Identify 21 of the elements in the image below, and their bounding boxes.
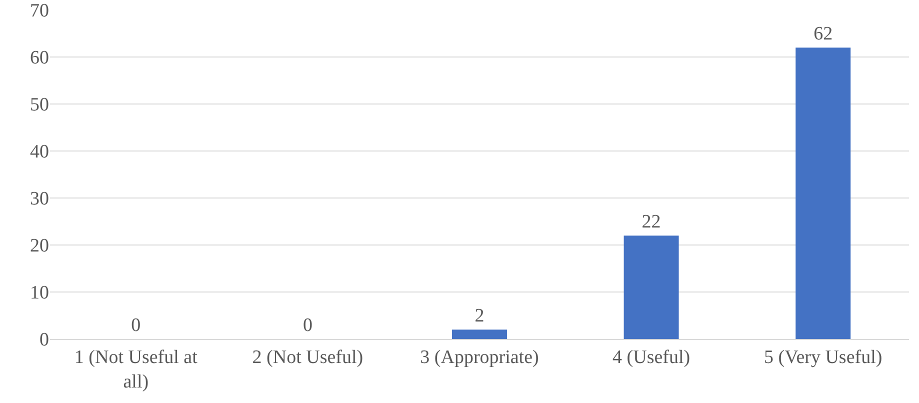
bar: [796, 48, 851, 339]
x-tick-label: 1 (Not Useful at all): [74, 346, 198, 392]
bar: [624, 236, 679, 339]
data-label: 2: [474, 306, 484, 327]
y-tick-label: 60: [30, 48, 49, 69]
data-label: 22: [642, 212, 661, 233]
x-tick-label: 5 (Very Useful): [764, 346, 882, 368]
data-label: 0: [131, 315, 141, 336]
x-tick-label: 2 (Not Useful): [252, 346, 364, 368]
y-tick-label: 20: [30, 236, 49, 257]
y-tick-label: 50: [30, 94, 49, 116]
data-label: 0: [302, 315, 312, 336]
bar: [452, 330, 507, 339]
y-tick-label: 30: [30, 188, 49, 210]
x-tick-label: 4 (Useful): [612, 346, 690, 368]
data-label: 62: [814, 24, 833, 45]
x-tick-label: 3 (Appropriate): [420, 346, 539, 368]
y-tick-label: 0: [40, 330, 49, 351]
y-tick-label: 70: [30, 0, 49, 22]
y-tick-label: 40: [30, 142, 49, 163]
y-tick-label: 10: [30, 282, 49, 304]
